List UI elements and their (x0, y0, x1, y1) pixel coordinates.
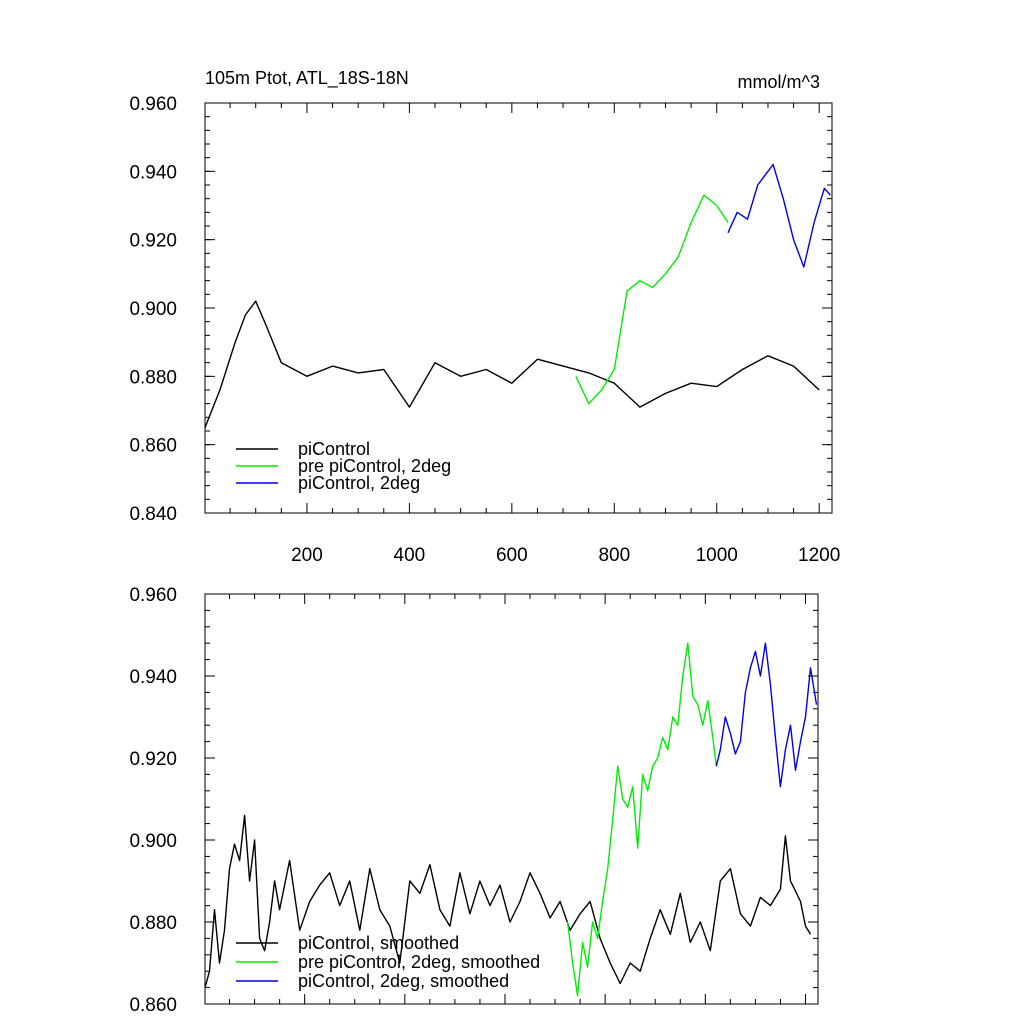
x-tick-label: 600 (496, 545, 528, 566)
top-title-right: mmol/m^3 (738, 72, 820, 92)
legend-label: piControl, smoothed (298, 933, 459, 953)
y-tick-label: 0.900 (129, 831, 177, 852)
y-tick-label: 0.940 (129, 162, 177, 183)
y-tick-label: 0.920 (129, 749, 177, 770)
y-tick-label: 0.880 (129, 367, 177, 388)
series-line-1 (575, 194, 729, 405)
y-tick-label: 0.860 (129, 995, 177, 1016)
series-line-0 (205, 814, 812, 988)
x-tick-label: 800 (598, 545, 630, 566)
y-tick-label: 0.920 (129, 231, 177, 252)
x-tick-label: 1200 (798, 545, 840, 566)
bottom-plot-frame (204, 593, 819, 1005)
x-tick-label: 1000 (696, 545, 738, 566)
legend-label: pre piControl, 2deg (298, 456, 451, 476)
y-tick-label: 0.900 (129, 299, 177, 320)
y-tick-label: 0.960 (129, 585, 177, 606)
y-tick-label: 0.880 (129, 913, 177, 934)
y-tick-label: 0.840 (129, 504, 177, 525)
series-line-1 (566, 642, 717, 997)
legend-label: piControl (298, 439, 370, 459)
x-tick-label: 400 (394, 545, 426, 566)
top-title-left: 105m Ptot, ATL_18S-18N (205, 68, 409, 89)
legend-label: pre piControl, 2deg, smoothed (298, 952, 540, 972)
y-tick-label: 0.860 (129, 436, 177, 457)
top-panel: 105m Ptot, ATL_18S-18N mmol/m^3 0.840 0.8… (129, 68, 840, 566)
series-line-0 (205, 300, 820, 428)
legend-label: piControl, 2deg, smoothed (298, 971, 509, 991)
legend-label: piControl, 2deg (298, 473, 420, 493)
y-tick-label: 0.960 (129, 94, 177, 115)
series-line-2 (715, 642, 818, 788)
y-tick-label: 0.940 (129, 667, 177, 688)
series-line-2 (727, 163, 832, 268)
x-tick-label: 200 (291, 545, 323, 566)
bottom-panel: 0.860 0.880 0.900 0.920 0.940 0.960 piControl,… (129, 585, 819, 1016)
